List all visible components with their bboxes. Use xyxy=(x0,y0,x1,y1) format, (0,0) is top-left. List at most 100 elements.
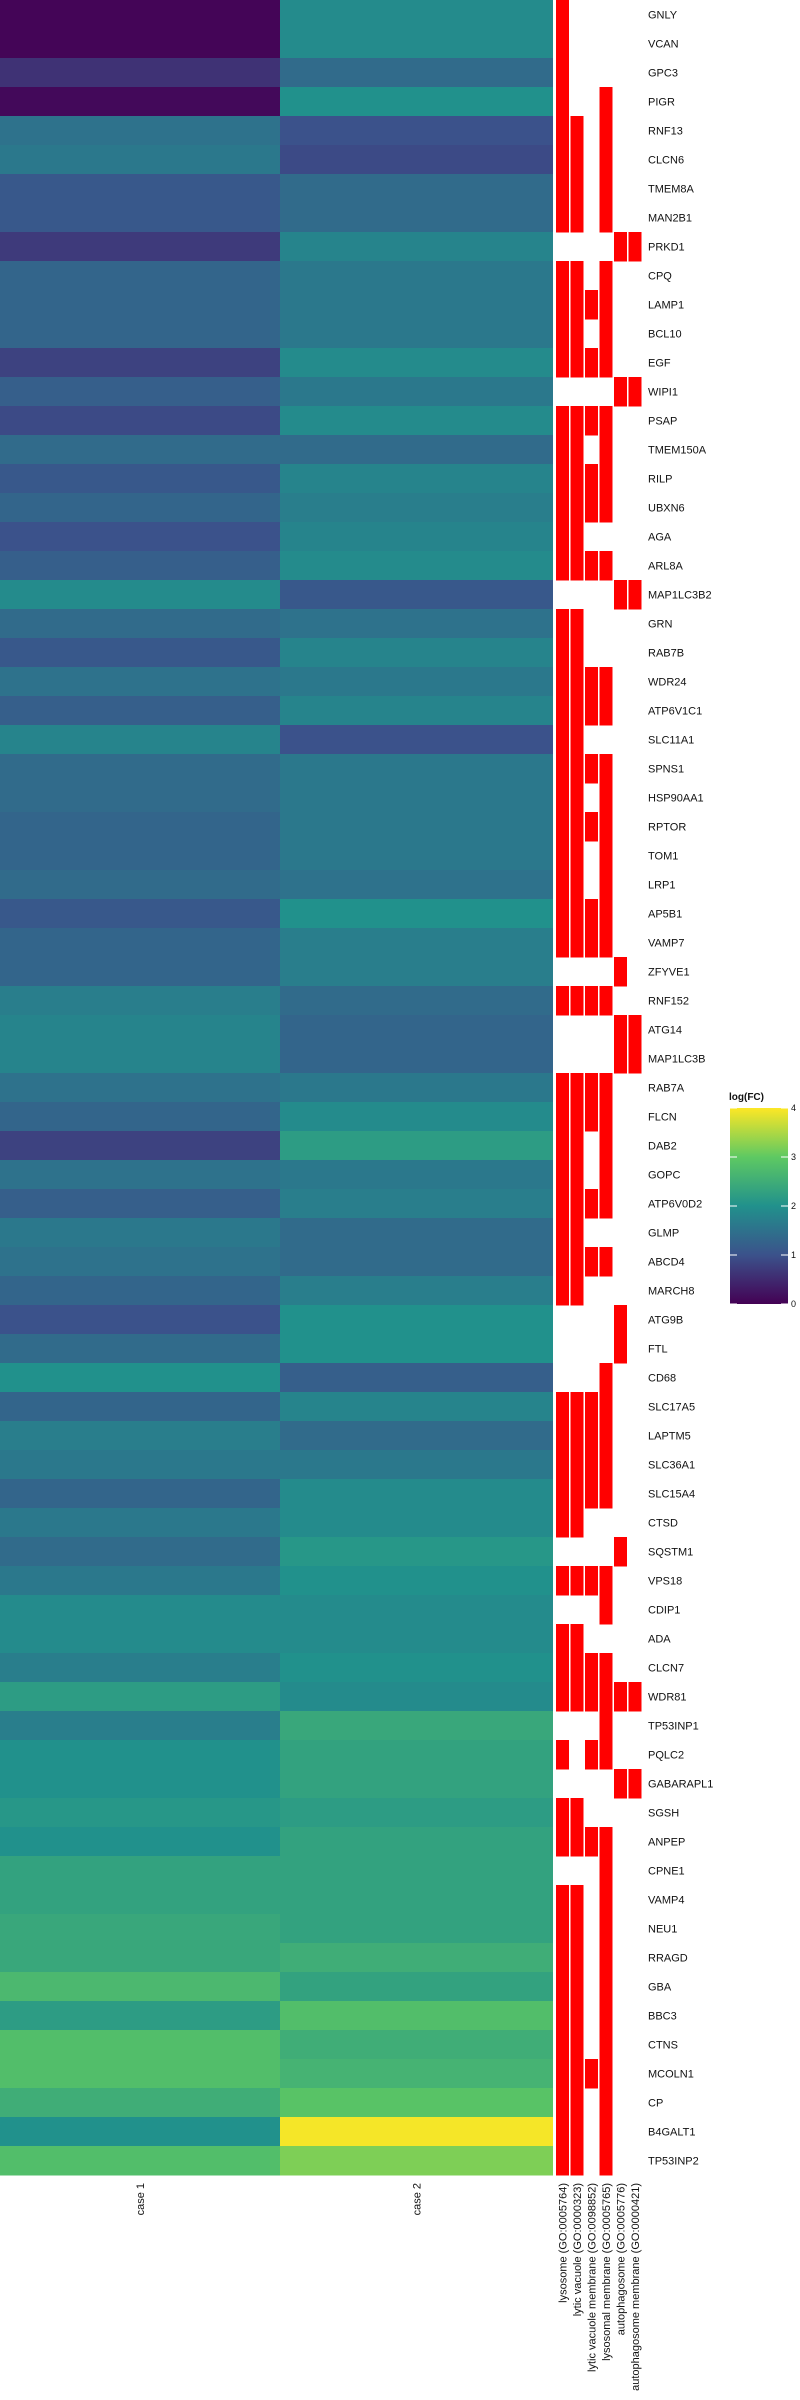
gene-label-ap5b1: AP5B1 xyxy=(648,909,682,921)
heat-cell-case2-pqlc2 xyxy=(280,1740,553,1770)
heat-cell-case2-slc36a1 xyxy=(280,1450,553,1480)
go-cell-wdr24-2 xyxy=(585,667,598,697)
gene-label-lamp1: LAMP1 xyxy=(648,300,684,312)
go-cell-ubxn6-1 xyxy=(570,493,584,523)
go-cell-anpep-3 xyxy=(599,1827,613,1857)
gene-labels: GNLY VCAN GPC3 PIGR RNF13 CLCN6 TMEM8A MAN2B1 PR… xyxy=(648,10,713,2168)
go-cell-bcl10-3 xyxy=(599,319,613,349)
go-cell-tmem8a-0 xyxy=(556,174,569,204)
heat-cell-case2-cp xyxy=(280,2088,553,2118)
go-cell-arl8a-3 xyxy=(599,551,613,581)
go-cell-wdr81-5 xyxy=(628,1682,642,1712)
heat-cell-case1-rnf152 xyxy=(0,986,280,1016)
heat-cell-case1-map1lc3b2 xyxy=(0,580,280,610)
gene-label-cdip1: CDIP1 xyxy=(648,1605,680,1617)
gene-label-dab2: DAB2 xyxy=(648,1141,677,1153)
gene-label-laptm5: LAPTM5 xyxy=(648,1431,691,1443)
go-cell-tp53inp2-1 xyxy=(570,2146,584,2176)
go-cell-gnly-0 xyxy=(556,0,569,30)
go-cell-vamp4-3 xyxy=(599,1885,613,1915)
heat-cell-case2-map1lc3b2 xyxy=(280,580,553,610)
heat-cell-case2-rab7b xyxy=(280,638,553,668)
gene-label-wdr24: WDR24 xyxy=(648,677,687,689)
heat-cell-case1-sqstm1 xyxy=(0,1537,280,1567)
heat-cell-case2-tp53inp1 xyxy=(280,1711,553,1741)
heat-cell-case1-atp6v1c1 xyxy=(0,696,280,726)
go-cell-wdr81-2 xyxy=(585,1682,598,1712)
go-cell-ctns-3 xyxy=(599,2030,613,2060)
heat-cell-case2-atg14 xyxy=(280,1015,553,1045)
go-cell-rilp-0 xyxy=(556,464,569,494)
go-cell-rnf13-1 xyxy=(570,116,584,146)
heat-cell-case1-laptm5 xyxy=(0,1421,280,1451)
heat-cell-case1-gabarapl1 xyxy=(0,1769,280,1799)
go-cell-clcn6-0 xyxy=(556,145,569,175)
heat-cell-case2-hsp90aa1 xyxy=(280,783,553,813)
go-cell-slc17a5-2 xyxy=(585,1392,598,1422)
go-cell-pqlc2-2 xyxy=(585,1740,598,1770)
heat-cell-case1-cd68 xyxy=(0,1363,280,1393)
heat-cell-case2-tom1 xyxy=(280,841,553,871)
go-cell-ctns-1 xyxy=(570,2030,584,2060)
go-cell-anpep-0 xyxy=(556,1827,569,1857)
heat-cell-case1-b4galt1 xyxy=(0,2117,280,2147)
go-cell-aga-1 xyxy=(570,522,584,552)
heat-cell-case2-glmp xyxy=(280,1218,553,1248)
heat-cell-case1-tp53inp2 xyxy=(0,2146,280,2176)
go-cell-laptm5-1 xyxy=(570,1421,584,1451)
heat-cell-case1-march8 xyxy=(0,1276,280,1306)
heat-cell-case2-atp6v1c1 xyxy=(280,696,553,726)
go-cell-psap-0 xyxy=(556,406,569,436)
gene-label-ctsd: CTSD xyxy=(648,1518,678,1530)
heat-cell-case1-hsp90aa1 xyxy=(0,783,280,813)
heat-cell-case1-gba xyxy=(0,1972,280,2002)
go-cell-tp53inp2-0 xyxy=(556,2146,569,2176)
heat-cell-case2-pigr xyxy=(280,87,553,117)
go-cell-rilp-3 xyxy=(599,464,613,494)
heat-cell-case2-ap5b1 xyxy=(280,899,553,929)
gene-label-egf: EGF xyxy=(648,358,671,370)
heat-cell-case2-map1lc3b xyxy=(280,1044,553,1074)
gene-label-atg14: ATG14 xyxy=(648,1025,682,1037)
go-cell-cpq-3 xyxy=(599,261,613,291)
gene-label-bcl10: BCL10 xyxy=(648,329,682,341)
go-cell-tmem150a-3 xyxy=(599,435,613,465)
go-cell-wdr81-4 xyxy=(614,1682,627,1712)
go-cell-bbc3-0 xyxy=(556,2001,569,2031)
heat-cell-case1-vcan xyxy=(0,29,280,59)
heat-cell-case2-mcoln1 xyxy=(280,2059,553,2089)
heat-cell-case1-man2b1 xyxy=(0,203,280,233)
legend-tick-label-1: 1 xyxy=(791,1250,796,1260)
heat-cell-case2-anpep xyxy=(280,1827,553,1857)
heat-cell-case1-cp xyxy=(0,2088,280,2118)
go-term-label-2: lytic vacuole (GO:0000323) xyxy=(572,2183,584,2316)
gene-label-cp: CP xyxy=(648,2098,663,2110)
gene-label-map1lc3b: MAP1LC3B xyxy=(648,1054,705,1066)
go-cell-rragd-1 xyxy=(570,1943,584,1973)
go-cell-flcn-1 xyxy=(570,1102,584,1132)
legend-ticks: 0 1 2 3 4 xyxy=(730,1103,796,1309)
go-cell-laptm5-0 xyxy=(556,1421,569,1451)
legend-tick-label-3: 3 xyxy=(791,1152,796,1162)
go-cell-cp-0 xyxy=(556,2088,569,2118)
go-cell-vamp7-1 xyxy=(570,928,584,958)
go-cell-laptm5-2 xyxy=(585,1421,598,1451)
heat-cell-case2-lrp1 xyxy=(280,870,553,900)
go-cell-slc11a1-0 xyxy=(556,725,569,755)
heat-cell-case2-spns1 xyxy=(280,754,553,784)
go-cell-wdr24-3 xyxy=(599,667,613,697)
heat-cell-case2-bcl10 xyxy=(280,319,553,349)
go-cell-prkd1-4 xyxy=(614,232,627,262)
go-cell-rptor-3 xyxy=(599,812,613,842)
gene-label-slc15a4: SLC15A4 xyxy=(648,1489,695,1501)
go-cell-wdr81-1 xyxy=(570,1682,584,1712)
heat-cell-case2-tmem8a xyxy=(280,174,553,204)
heat-cell-case1-wdr24 xyxy=(0,667,280,697)
go-cell-rilp-2 xyxy=(585,464,598,494)
go-cell-atg14-4 xyxy=(614,1015,627,1045)
go-cell-laptm5-3 xyxy=(599,1421,613,1451)
go-cell-march8-0 xyxy=(556,1276,569,1306)
go-cell-sgsh-0 xyxy=(556,1798,569,1828)
heat-cell-case1-ap5b1 xyxy=(0,899,280,929)
go-cell-rab7a-3 xyxy=(599,1073,613,1103)
